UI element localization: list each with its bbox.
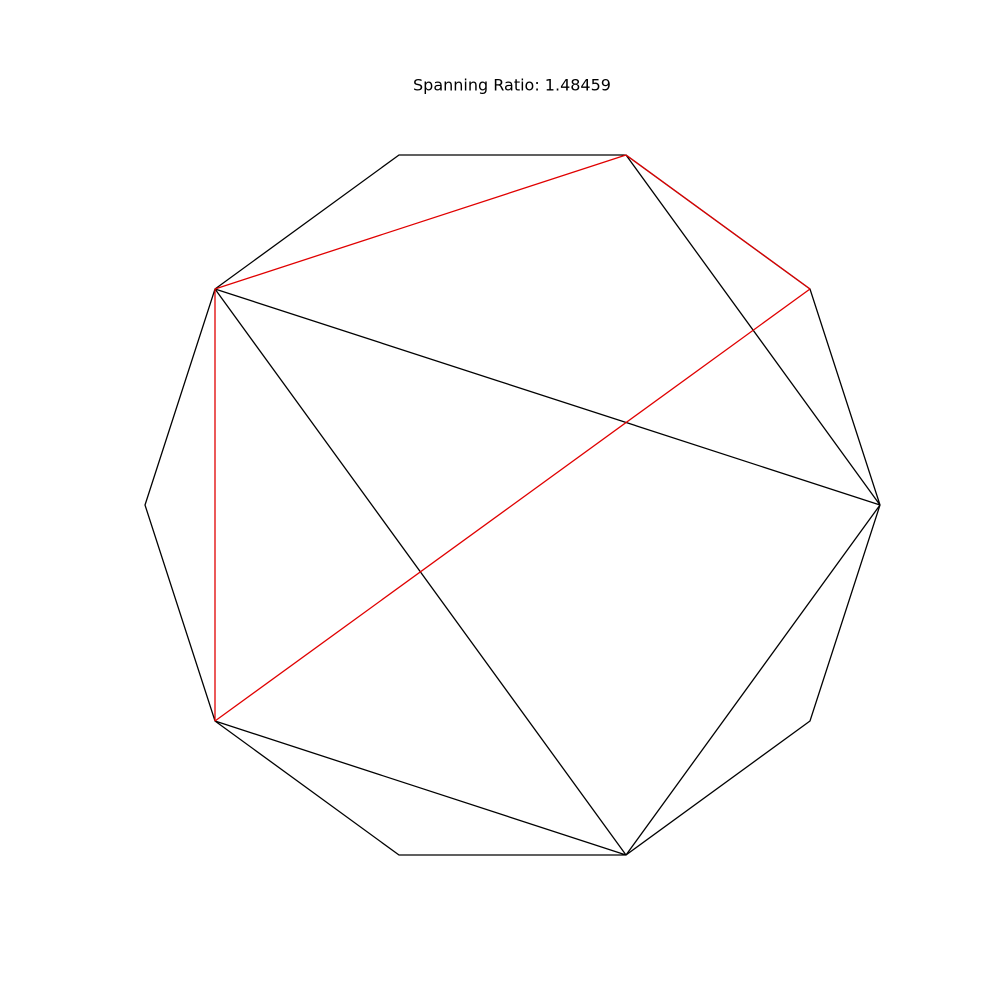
- path-edge: [214, 154, 627, 290]
- edge: [214, 288, 881, 506]
- path-edge: [625, 154, 811, 290]
- spanning-path: [214, 154, 811, 722]
- edge: [214, 720, 627, 856]
- title: Spanning Ratio: 1.48459: [413, 76, 611, 95]
- triangulation-edges: [214, 154, 881, 856]
- path-edge: [214, 288, 811, 722]
- edge: [625, 504, 881, 856]
